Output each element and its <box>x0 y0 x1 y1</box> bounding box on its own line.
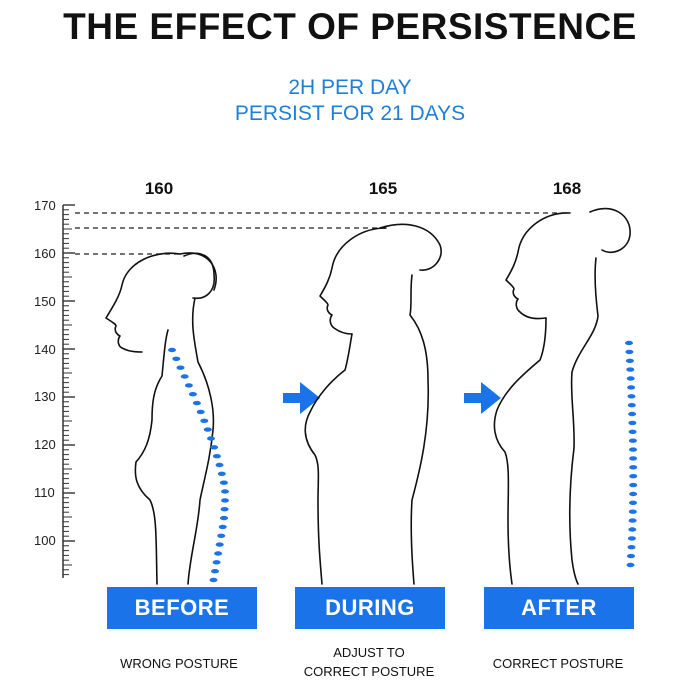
vertebra-dot <box>192 400 201 406</box>
ruler-tick-label: 110 <box>34 485 55 500</box>
vertebra-dot <box>212 560 221 565</box>
spine-dots-after <box>625 340 638 568</box>
ruler-tick-label: 160 <box>34 246 56 261</box>
caption-before: WRONG POSTURE <box>84 654 274 673</box>
vertebra-dot <box>176 365 185 370</box>
ruler-tick-label: 120 <box>34 437 56 452</box>
stage-label-during: DURING <box>295 587 445 629</box>
vertebra-dot <box>627 394 636 399</box>
ruler-tick-label: 150 <box>34 294 56 309</box>
vertebra-dot <box>218 524 227 530</box>
stage-label-before: BEFORE <box>107 587 257 629</box>
vertebra-dot <box>203 427 212 432</box>
vertebra-dot <box>628 420 637 426</box>
vertebra-dot <box>220 507 229 512</box>
vertebra-dot <box>628 429 637 434</box>
figure-before-wrong-posture <box>105 252 217 585</box>
vertebra-dot <box>207 436 215 441</box>
height-value-during: 165 <box>369 179 397 198</box>
vertebra-dot <box>209 577 218 583</box>
vertebra-dot <box>629 491 638 497</box>
vertebra-dot <box>628 518 637 523</box>
vertebra-dot <box>625 358 634 363</box>
vertebra-dot <box>627 545 636 550</box>
vertebra-dot <box>220 515 228 521</box>
vertebra-dot <box>626 376 635 381</box>
ruler-tick-label: 140 <box>34 342 56 357</box>
page-title: THE EFFECT OF PERSISTENCE <box>63 6 637 47</box>
vertebra-dot <box>217 471 226 476</box>
vertebra-dot <box>188 392 197 397</box>
stage-label-after: AFTER <box>484 587 634 629</box>
vertebra-dot <box>219 480 228 485</box>
vertebra-dot <box>629 500 637 505</box>
subtitle-line-1: 2H PER DAY <box>288 76 412 99</box>
right-arrow-icon <box>464 382 501 414</box>
vertebra-dot <box>172 356 181 361</box>
caption-during: ADJUST TO CORRECT POSTURE <box>274 643 464 681</box>
vertebra-dot <box>629 482 638 488</box>
vertebra-dot <box>215 542 224 547</box>
subtitle-line-2: PERSIST FOR 21 DAYS <box>234 102 466 125</box>
vertebra-dot <box>200 418 209 423</box>
vertebra-dot <box>627 536 636 541</box>
vertebra-dot <box>221 498 229 503</box>
figure-during-adjusting <box>304 223 442 585</box>
vertebra-dot <box>625 349 634 355</box>
caption-line: WRONG POSTURE <box>120 656 238 671</box>
vertebra-dot <box>196 409 205 415</box>
vertebra-dot <box>628 438 637 443</box>
vertebra-dot <box>629 474 638 479</box>
vertebra-dot <box>628 527 637 532</box>
vertebra-dot <box>215 462 224 468</box>
vertebra-dot <box>626 562 635 568</box>
spine-dots-before <box>168 347 229 583</box>
height-value-after: 168 <box>553 179 581 198</box>
vertebra-dot <box>212 454 221 459</box>
vertebra-dot <box>627 403 636 408</box>
vertebra-dot <box>168 347 176 353</box>
vertebra-dot <box>221 489 229 494</box>
vertebra-dot <box>627 385 636 390</box>
vertebra-dot <box>210 445 219 450</box>
caption-line: CORRECT POSTURE <box>303 664 435 679</box>
ruler-tick-label: 130 <box>34 389 56 404</box>
vertebra-dot <box>629 456 638 461</box>
vertebra-dot <box>628 509 637 514</box>
vertebra-dot <box>626 367 635 372</box>
ruler-tick-label: 170 <box>34 198 56 213</box>
ruler-tick-label: 100 <box>34 533 56 548</box>
vertebra-dot <box>180 374 189 379</box>
vertebra-dot <box>217 533 226 538</box>
height-value-before: 160 <box>145 179 173 198</box>
vertebra-dot <box>629 465 638 470</box>
vertebra-dot <box>627 553 635 559</box>
vertebra-dot <box>211 569 219 574</box>
vertebra-dot <box>629 447 637 452</box>
caption-line: ADJUST TO <box>333 645 405 660</box>
right-arrow-icon <box>283 382 320 414</box>
ruler-ticks <box>63 204 75 576</box>
caption-line: CORRECT POSTURE <box>492 656 624 671</box>
figure-after-correct-posture <box>493 207 631 585</box>
vertebra-dot <box>628 411 637 417</box>
caption-after: CORRECT POSTURE <box>463 654 653 673</box>
height-ruler: 170 160 150 140 130 120 110 100 <box>34 198 75 578</box>
vertebra-dot <box>184 383 193 388</box>
vertebra-dot <box>625 340 633 346</box>
vertebra-dot <box>214 551 223 556</box>
